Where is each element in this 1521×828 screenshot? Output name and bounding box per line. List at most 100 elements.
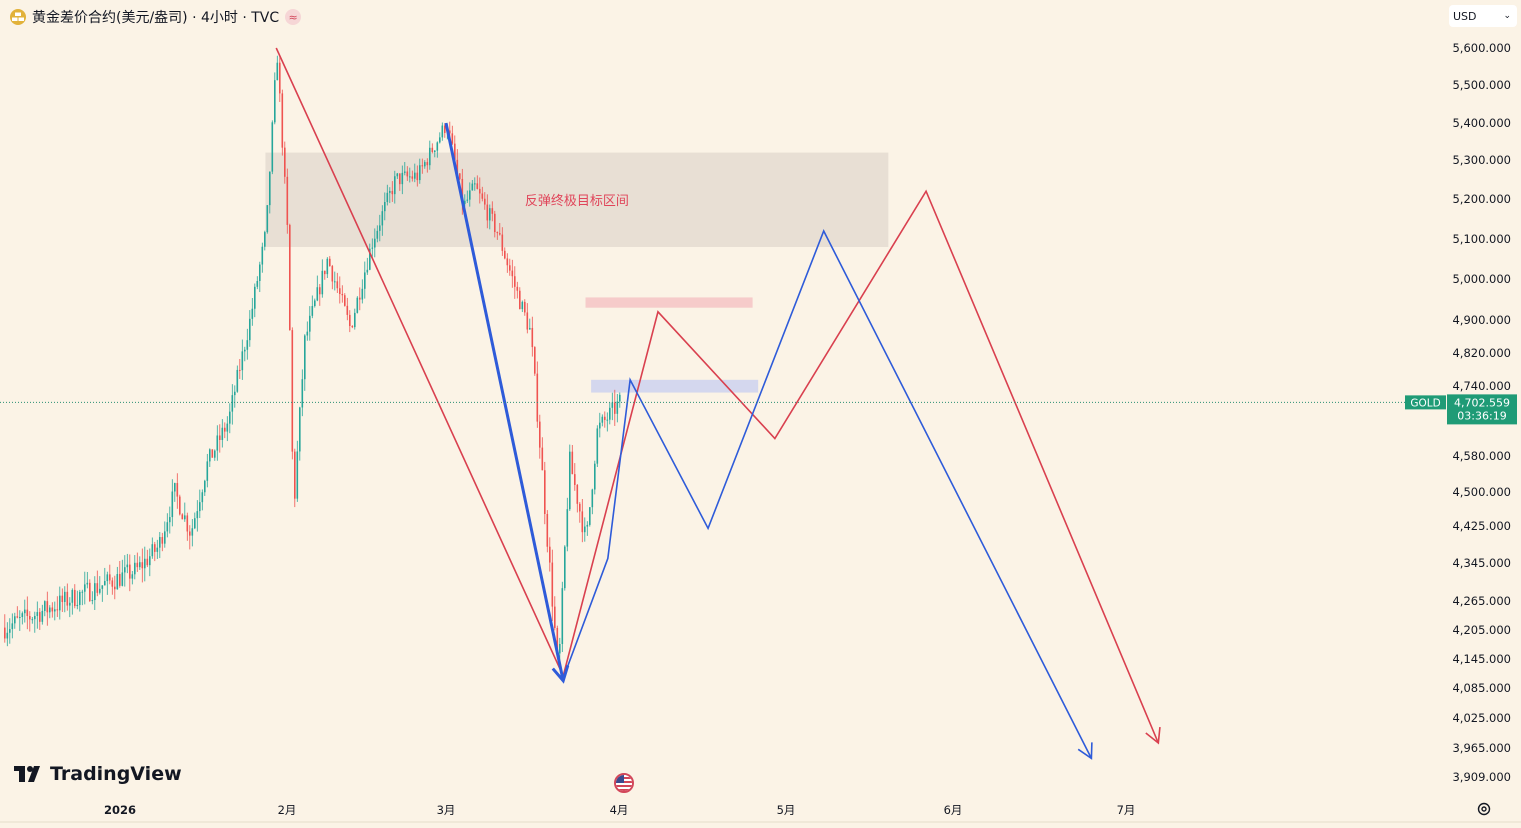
- candle-body: [116, 574, 119, 590]
- candle-body: [159, 537, 161, 548]
- candle-body: [301, 379, 304, 408]
- candle-body: [31, 619, 34, 621]
- candle-body: [249, 318, 251, 341]
- candle-body: [509, 265, 511, 271]
- candle-body: [289, 224, 291, 331]
- candle-body: [174, 483, 176, 492]
- data-provider-icon[interactable]: ≈: [285, 9, 302, 25]
- candle-body: [426, 162, 429, 166]
- candle-body: [261, 246, 264, 265]
- candle-body: [164, 531, 166, 544]
- candle-body: [589, 507, 591, 525]
- currency-select[interactable]: USD ⌄: [1449, 5, 1517, 27]
- candle-body: [371, 247, 374, 249]
- candle-body: [619, 394, 621, 402]
- candle-body: [136, 562, 139, 568]
- candle-body: [214, 450, 216, 458]
- candle-body: [51, 607, 54, 612]
- price-tick-label: 4,500.000: [1452, 485, 1511, 499]
- candle-body: [334, 281, 336, 283]
- candle-body: [89, 582, 91, 601]
- candle-body: [584, 526, 586, 533]
- candle-body: [269, 171, 271, 206]
- price-tick-label: 4,425.000: [1452, 519, 1511, 533]
- us-flag-icon[interactable]: [614, 773, 634, 793]
- tradingview-logo[interactable]: TradingView: [14, 763, 182, 785]
- candle-body: [476, 183, 479, 189]
- candle-body: [139, 562, 141, 568]
- candle-body: [579, 503, 581, 512]
- candle-body: [596, 428, 599, 464]
- candle-body: [406, 171, 409, 177]
- candle-body: [76, 604, 79, 607]
- candle-body: [131, 574, 134, 579]
- candle-body: [211, 449, 214, 458]
- candle-body: [326, 258, 329, 275]
- candle-body: [91, 600, 94, 602]
- candle-body: [531, 327, 534, 348]
- candle-body: [191, 528, 194, 536]
- candle-body: [124, 567, 126, 573]
- candle-body: [599, 422, 601, 429]
- candle-body: [309, 315, 311, 332]
- candle-body: [384, 202, 386, 212]
- candle-body: [256, 280, 259, 287]
- candle-body: [376, 230, 379, 239]
- red-projection-arrowhead: [1145, 727, 1161, 745]
- candle-body: [479, 188, 481, 194]
- candle-body: [506, 258, 509, 266]
- candle-body: [461, 178, 464, 204]
- candle-body: [251, 308, 254, 319]
- time-tick-label: 2月: [278, 803, 297, 817]
- candle-body: [361, 288, 364, 300]
- candle-body: [536, 373, 539, 422]
- candle-body: [134, 562, 136, 575]
- candle-body: [354, 312, 356, 328]
- candle-body: [324, 270, 326, 275]
- candle-body: [436, 142, 439, 151]
- candle-body: [166, 522, 169, 532]
- candle-body: [594, 463, 596, 490]
- candle-body: [441, 125, 444, 138]
- candle-body: [6, 632, 9, 639]
- price-tick-label: 5,600.000: [1452, 41, 1511, 55]
- candle-body: [609, 407, 611, 420]
- candle-body: [424, 162, 426, 167]
- candle-body: [581, 511, 584, 533]
- candle-body: [239, 369, 241, 371]
- candle-body: [121, 572, 124, 586]
- candle-body: [151, 544, 154, 557]
- candle-body: [81, 591, 84, 593]
- price-tick-label: 4,145.000: [1452, 652, 1511, 666]
- candle-body: [16, 616, 19, 618]
- candle-body: [511, 270, 514, 277]
- candle-body: [299, 407, 301, 452]
- candle-body: [96, 583, 99, 593]
- candle-body: [464, 200, 466, 204]
- candle-body: [146, 558, 149, 566]
- candle-body: [241, 351, 244, 371]
- candle-body: [409, 176, 411, 178]
- candle-body: [541, 447, 544, 471]
- candle-body: [586, 524, 589, 527]
- candle-body: [339, 288, 341, 294]
- candle-body: [379, 225, 381, 231]
- candle-body: [311, 306, 314, 316]
- price-tick-label: 5,500.000: [1452, 78, 1511, 92]
- candle-body: [281, 93, 284, 148]
- projection-layer: [275, 47, 1161, 760]
- candle-body: [129, 564, 131, 579]
- candle-body: [359, 297, 361, 300]
- time-tick-label: 3月: [437, 803, 456, 817]
- gear-icon[interactable]: [1476, 801, 1492, 817]
- candle-body: [296, 451, 299, 499]
- candle-body: [84, 584, 86, 592]
- candle-body: [404, 171, 406, 173]
- candle-body: [161, 537, 164, 544]
- symbol-title[interactable]: 黄金差价合约(美元/盎司) · 4小时 · TVC ≈: [10, 6, 302, 28]
- price-tick-label: 4,085.000: [1452, 681, 1511, 695]
- candle-body: [391, 190, 394, 195]
- candle-body: [54, 609, 56, 612]
- candle-body: [226, 423, 229, 432]
